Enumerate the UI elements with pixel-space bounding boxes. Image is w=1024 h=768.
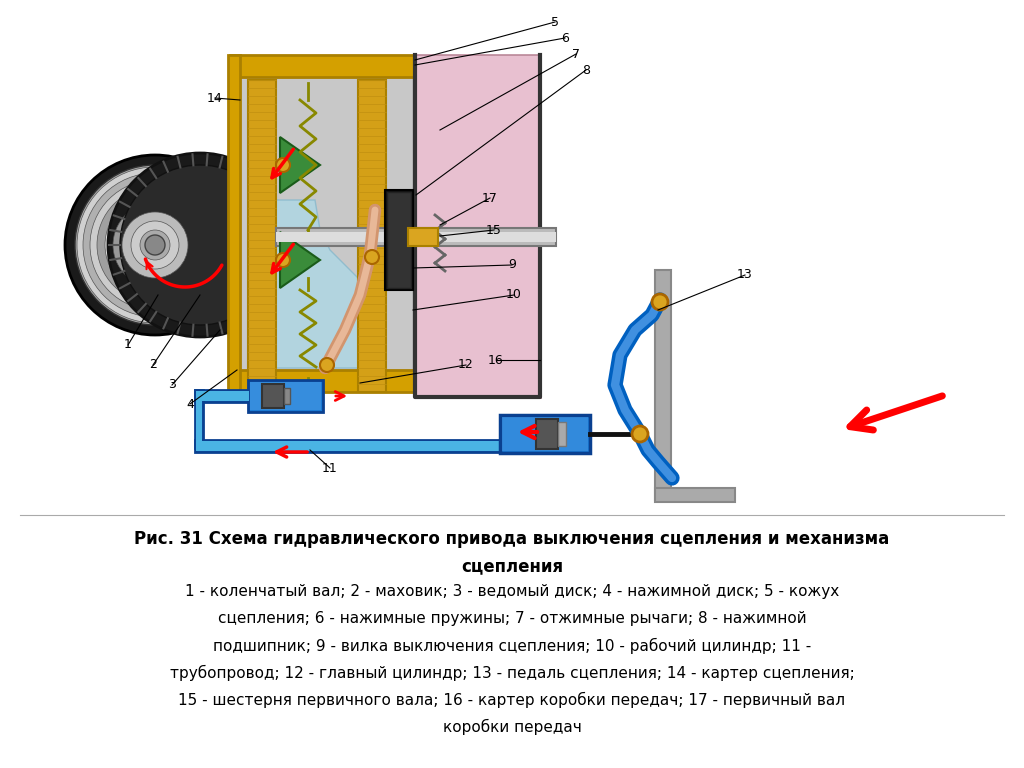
Bar [196, 391, 249, 401]
Circle shape [131, 221, 179, 269]
Text: 3: 3 [168, 379, 176, 392]
Polygon shape [248, 200, 370, 368]
Text: 2: 2 [150, 359, 157, 372]
Bar [195, 440, 515, 452]
Bar [416, 56, 539, 396]
Bar [248, 380, 323, 412]
Bar [240, 77, 413, 370]
Circle shape [123, 225, 163, 265]
Circle shape [113, 203, 197, 287]
Text: 15 - шестерня первичного вала; 16 - картер коробки передач; 17 - первичный вал: 15 - шестерня первичного вала; 16 - карт… [178, 692, 846, 708]
Text: 4: 4 [186, 398, 194, 411]
Text: подшипник; 9 - вилка выключения сцепления; 10 - рабочий цилиндр; 11 -: подшипник; 9 - вилка выключения сцеплени… [213, 638, 811, 654]
Bar [500, 415, 590, 453]
Bar [408, 228, 438, 246]
Text: трубопровод; 12 - главный цилиндр; 13 - педаль сцепления; 14 - картер сцепления;: трубопровод; 12 - главный цилиндр; 13 - … [170, 665, 854, 681]
Bar [276, 228, 556, 246]
Polygon shape [280, 232, 319, 288]
Circle shape [105, 195, 205, 295]
Circle shape [122, 212, 188, 278]
Circle shape [103, 205, 183, 285]
Text: 16: 16 [488, 353, 504, 366]
Circle shape [140, 230, 170, 260]
Text: 1: 1 [124, 339, 132, 352]
Bar [415, 55, 540, 397]
Circle shape [120, 165, 280, 325]
Text: 10: 10 [506, 289, 522, 302]
Bar [500, 441, 515, 453]
Text: сцепления: сцепления [461, 557, 563, 575]
Bar [558, 422, 566, 446]
Circle shape [83, 173, 227, 317]
Text: 11: 11 [323, 462, 338, 475]
Bar [276, 232, 556, 242]
Bar [248, 80, 276, 392]
Circle shape [75, 165, 234, 325]
Text: 17: 17 [482, 191, 498, 204]
Bar [655, 270, 671, 500]
Text: 12: 12 [458, 359, 474, 372]
Text: 9: 9 [508, 259, 516, 272]
Polygon shape [280, 137, 319, 193]
Circle shape [365, 250, 379, 264]
Text: 6: 6 [561, 31, 569, 45]
Circle shape [108, 153, 292, 337]
Bar [536, 419, 558, 449]
Bar [284, 388, 290, 404]
Text: 8: 8 [582, 64, 590, 77]
Bar [262, 384, 284, 408]
Bar [385, 190, 413, 290]
Text: 7: 7 [572, 48, 580, 61]
Bar [387, 192, 411, 288]
Bar [228, 55, 240, 392]
Text: 15: 15 [486, 223, 502, 237]
Circle shape [276, 158, 290, 172]
Circle shape [90, 180, 220, 310]
Circle shape [113, 215, 173, 275]
Bar [230, 55, 415, 77]
Circle shape [319, 358, 334, 372]
Bar [655, 488, 735, 502]
Circle shape [97, 187, 213, 303]
Text: Рис. 31 Схема гидравлического привода выключения сцепления и механизма: Рис. 31 Схема гидравлического привода вы… [134, 530, 890, 548]
Bar [250, 382, 321, 410]
Text: 14: 14 [207, 91, 223, 104]
Bar [195, 390, 203, 448]
Text: 5: 5 [551, 15, 559, 28]
Bar [196, 441, 514, 451]
Circle shape [77, 167, 233, 323]
Text: 1 - коленчатый вал; 2 - маховик; 3 - ведомый диск; 4 - нажимной диск; 5 - кожух: 1 - коленчатый вал; 2 - маховик; 3 - вед… [185, 584, 839, 599]
Bar [195, 390, 250, 402]
Text: коробки передач: коробки передач [442, 719, 582, 735]
Text: сцепления; 6 - нажимные пружины; 7 - отжимные рычаги; 8 - нажимной: сцепления; 6 - нажимные пружины; 7 - отж… [218, 611, 806, 626]
Bar [230, 370, 415, 392]
Circle shape [145, 235, 165, 255]
Circle shape [276, 253, 290, 267]
Bar [196, 391, 202, 447]
Bar [358, 80, 386, 392]
Text: 13: 13 [737, 269, 753, 282]
Circle shape [632, 426, 648, 442]
Bar [502, 417, 588, 451]
Circle shape [65, 155, 245, 335]
Circle shape [652, 294, 668, 310]
